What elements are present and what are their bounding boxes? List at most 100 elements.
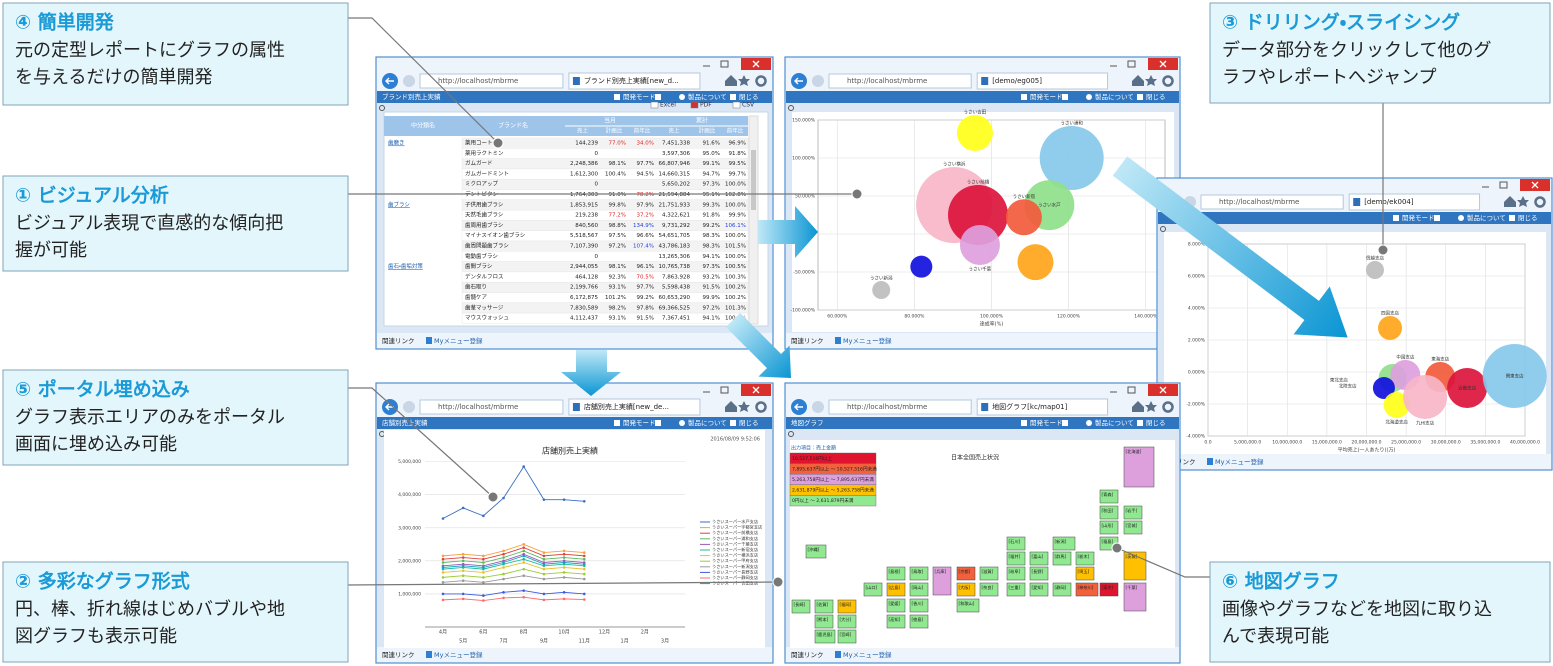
value-cell: 92.3%	[609, 274, 626, 280]
prefecture[interactable]	[1123, 551, 1147, 581]
bubble[interactable]	[1482, 344, 1547, 408]
prefecture[interactable]	[1052, 582, 1072, 597]
point	[522, 543, 526, 546]
prefecture[interactable]	[863, 582, 883, 597]
legend-entry: うさいスーパー横浜支店	[712, 552, 758, 559]
prefecture[interactable]	[805, 544, 827, 559]
prefecture[interactable]	[1006, 536, 1026, 551]
value-cell: 97.2%	[609, 244, 626, 250]
prefecture[interactable]	[1006, 551, 1026, 566]
tab	[568, 398, 701, 416]
prefecture[interactable]	[1123, 520, 1143, 535]
prefecture[interactable]	[886, 582, 906, 597]
bubble[interactable]	[959, 225, 1000, 266]
prefecture[interactable]	[1123, 582, 1147, 612]
legend-entry: うさいスーパー宇都宮支店	[712, 524, 762, 531]
bubble[interactable]	[1378, 316, 1403, 340]
prefecture[interactable]	[837, 599, 857, 614]
prefecture[interactable]	[1029, 566, 1049, 581]
value-cell: 13,265,306	[659, 254, 691, 260]
close-icon	[1159, 60, 1167, 68]
legend-entry: 2,631,879円以上 ～ 5,263,758円未満	[792, 487, 874, 494]
prefecture[interactable]	[886, 614, 906, 629]
prefecture[interactable]	[1099, 520, 1119, 535]
star-icon	[1517, 196, 1529, 207]
prefecture[interactable]	[886, 566, 906, 581]
connector	[347, 17, 499, 144]
connector-dot	[487, 491, 499, 503]
bubble[interactable]	[1005, 199, 1042, 236]
bubble[interactable]	[1365, 261, 1384, 279]
settings-small	[788, 431, 794, 437]
prefecture[interactable]	[814, 614, 834, 629]
bubble[interactable]	[1447, 368, 1488, 408]
value-cell: 91.5%	[637, 316, 654, 322]
point	[441, 561, 445, 564]
tab-icon	[981, 77, 989, 85]
bubble[interactable]	[1383, 391, 1410, 418]
settings-icon	[1534, 196, 1546, 208]
value-cell: 97.3%	[703, 182, 720, 188]
prefecture[interactable]	[909, 582, 929, 597]
prefecture[interactable]	[814, 629, 836, 644]
connector	[346, 581, 779, 586]
value-cell: 99.2%	[703, 223, 720, 229]
prefecture[interactable]	[956, 566, 976, 581]
prefecture[interactable]	[814, 599, 834, 614]
prefecture[interactable]	[886, 598, 906, 613]
bubble[interactable]	[956, 114, 993, 151]
prefecture[interactable]	[979, 566, 999, 581]
bubble[interactable]	[1017, 244, 1054, 281]
url: http://localhost/mbrme	[438, 403, 518, 411]
prefecture[interactable]	[1029, 582, 1049, 597]
prefecture[interactable]	[1052, 536, 1076, 551]
prefecture[interactable]	[1006, 582, 1026, 597]
prefecture[interactable]	[837, 629, 857, 644]
bubble[interactable]	[910, 255, 933, 278]
bubble[interactable]	[1403, 374, 1448, 419]
prefecture[interactable]	[956, 598, 980, 613]
point	[441, 592, 445, 596]
prefecture[interactable]	[791, 599, 811, 614]
value-cell: 94.5%	[637, 171, 654, 177]
prefecture[interactable]	[909, 598, 929, 613]
point	[482, 514, 485, 518]
point	[522, 567, 526, 571]
value-cell: 97.7%	[637, 285, 654, 291]
prefecture[interactable]	[1099, 582, 1119, 597]
value-cell: 101.3%	[725, 305, 746, 311]
prefecture[interactable]	[1123, 505, 1143, 520]
prefecture[interactable]	[1075, 566, 1095, 581]
x-tick-label: 8月	[520, 630, 528, 636]
prefecture[interactable]	[1099, 505, 1119, 520]
toolbar-icon	[730, 94, 736, 100]
prefecture[interactable]	[837, 614, 857, 629]
prefecture[interactable]	[1052, 551, 1072, 566]
prefecture[interactable]	[979, 582, 999, 597]
value-cell: 91.8%	[729, 151, 746, 157]
footer-link: 関連リンク	[791, 650, 824, 659]
prefecture[interactable]	[1029, 551, 1049, 566]
header-cell: 売上	[668, 127, 680, 135]
prefecture[interactable]	[956, 582, 976, 597]
prefecture[interactable]	[909, 566, 929, 581]
prefecture[interactable]	[1075, 582, 1099, 597]
bubble[interactable]	[872, 281, 891, 300]
prefecture[interactable]	[1123, 446, 1155, 488]
value-cell: 97.5%	[609, 233, 626, 239]
prefecture[interactable]	[1099, 489, 1119, 504]
value-cell: 96.6%	[637, 233, 654, 239]
prefecture[interactable]	[909, 614, 929, 629]
point	[522, 589, 526, 592]
prefecture[interactable]	[932, 566, 952, 596]
legend-entry: うさいスーパー新宿支店	[712, 546, 758, 553]
value-cell: 98.1%	[609, 161, 626, 167]
bubble[interactable]	[1372, 377, 1395, 399]
tab	[976, 72, 1109, 90]
bubble[interactable]	[1039, 126, 1104, 190]
prefecture[interactable]	[1006, 566, 1026, 581]
prefecture-label: [東京]	[1102, 584, 1114, 591]
prefecture[interactable]	[1075, 551, 1095, 566]
arrow-diagonal-large	[1112, 156, 1348, 338]
x-tick-label: 25,000,000.0	[1391, 440, 1421, 446]
